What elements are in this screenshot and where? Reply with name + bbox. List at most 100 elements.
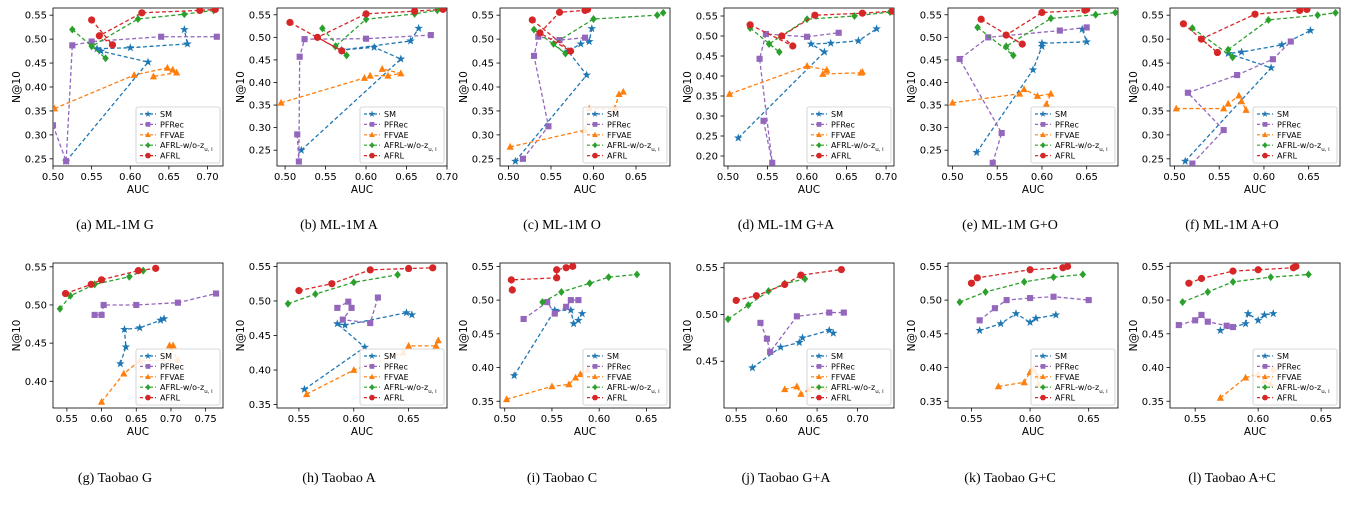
data-point (1204, 318, 1211, 325)
data-point (211, 8, 219, 14)
chart-panel: 0.50 0.55 0.60 0.65 0.25 0.30 0.35 0.40 0.45 0.50… (452, 0, 672, 250)
legend-box (1252, 106, 1338, 164)
y-axis-title: N@10 (682, 71, 694, 103)
legend-marker (145, 373, 151, 380)
panel-caption: (c) ML-1M O (523, 218, 601, 233)
legend-marker (145, 142, 151, 149)
data-point (1213, 48, 1222, 57)
legend-marker (1040, 152, 1046, 159)
legend-subscript: u, i (1321, 389, 1330, 395)
legend-label: PFRec (384, 120, 408, 129)
series-line (289, 8, 443, 52)
data-point (1028, 65, 1038, 74)
data-point (776, 48, 783, 56)
x-axis-title: AUC (351, 184, 373, 196)
data-point (411, 8, 419, 15)
y-tick-label: 0.30 (249, 123, 271, 134)
series-line (749, 10, 893, 47)
legend-label: PFRec (831, 120, 855, 129)
y-tick-label: 0.30 (920, 123, 942, 134)
chart-panel: 0.55 0.60 0.65 0.70 0.75 0.40 0.45 0.50 0.55 AUC N… (5, 255, 225, 505)
data-point (733, 133, 743, 142)
data-point (967, 279, 976, 287)
data-point (982, 288, 989, 296)
data-point (536, 29, 544, 37)
series-line (54, 67, 179, 110)
series-afrl (732, 265, 845, 305)
series-line (749, 11, 891, 53)
legend-label: SM (831, 110, 843, 119)
y-tick-label: 0.45 (25, 59, 47, 70)
data-point (1267, 273, 1274, 282)
x-tick-label: 0.65 (625, 172, 647, 183)
y-tick-label: 0.50 (920, 33, 942, 44)
data-point (133, 301, 140, 309)
legend-label: AFRL (1055, 152, 1076, 161)
x-axis-title: AUC (1022, 184, 1044, 196)
legend-label: AFRL-w/o-zu, i (384, 383, 437, 395)
data-point (565, 380, 573, 388)
plot-area (277, 8, 447, 165)
plot-area (948, 8, 1118, 166)
data-point (362, 35, 370, 42)
legend-label: PFRec (1277, 362, 1301, 371)
chart-svg: 0.55 0.60 0.65 0.70 0.45 0.50 0.55 AUC N@10 SMPFR… (682, 262, 895, 438)
data-point (888, 8, 894, 15)
data-point (374, 294, 381, 301)
data-point (756, 55, 763, 62)
data-point (778, 32, 786, 40)
data-point (781, 385, 789, 393)
data-point (277, 98, 285, 106)
legend-label: AFRL (1277, 152, 1298, 161)
data-point (562, 264, 570, 272)
legend-label: SM (607, 352, 619, 361)
data-point (135, 323, 145, 332)
data-point (576, 370, 584, 378)
data-point (303, 390, 311, 398)
data-point (339, 316, 346, 323)
x-axis-title: AUC (1022, 426, 1044, 438)
data-point (569, 319, 578, 328)
data-point (558, 288, 565, 296)
chart-svg: 0.50 0.55 0.60 0.65 0.70 0.20 0.25 0.30 0.35 0.40… (682, 7, 897, 196)
plot-area (53, 8, 220, 165)
data-point (530, 25, 538, 34)
y-tick-label: 0.45 (25, 339, 47, 350)
legend-label: SM (1277, 110, 1289, 119)
y-tick-label: 0.50 (696, 32, 718, 43)
x-tick-label: 0.65 (125, 414, 147, 425)
data-point (769, 159, 776, 166)
data-point (432, 341, 440, 349)
legend-box (359, 106, 445, 164)
data-point (1189, 160, 1196, 166)
data-point (571, 373, 580, 381)
data-point (544, 299, 551, 306)
data-point (586, 279, 593, 288)
y-tick-label: 0.55 (25, 262, 47, 273)
data-point (130, 71, 138, 78)
data-point (803, 62, 811, 69)
legend-box (135, 348, 221, 406)
data-point (511, 156, 520, 165)
data-point (196, 8, 204, 14)
data-point (100, 301, 107, 309)
series-pfrec (757, 309, 847, 355)
data-point (1185, 279, 1193, 287)
y-tick-label: 0.35 (1142, 397, 1164, 408)
legend-label: SM (160, 352, 172, 361)
data-point (108, 41, 117, 49)
data-point (1306, 26, 1315, 35)
legend-marker (369, 152, 375, 159)
data-point (180, 25, 189, 34)
series-pfrec (91, 290, 220, 318)
legend-label: AFRL-w/o-zu, i (831, 383, 884, 395)
chart-panel: 0.50 0.55 0.60 0.65 0.25 0.30 0.35 0.40 0.45 0.50… (900, 0, 1120, 250)
legend-box (582, 106, 668, 164)
x-axis-title: AUC (574, 426, 596, 438)
data-point (350, 366, 358, 373)
y-tick-label: 0.35 (25, 106, 47, 117)
data-point (97, 397, 106, 405)
legend-marker (368, 110, 376, 117)
data-point (858, 68, 866, 75)
